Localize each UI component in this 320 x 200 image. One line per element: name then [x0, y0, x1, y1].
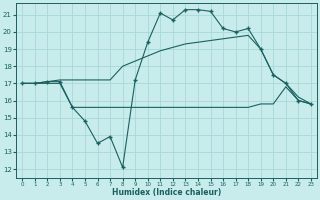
X-axis label: Humidex (Indice chaleur): Humidex (Indice chaleur) [112, 188, 221, 197]
